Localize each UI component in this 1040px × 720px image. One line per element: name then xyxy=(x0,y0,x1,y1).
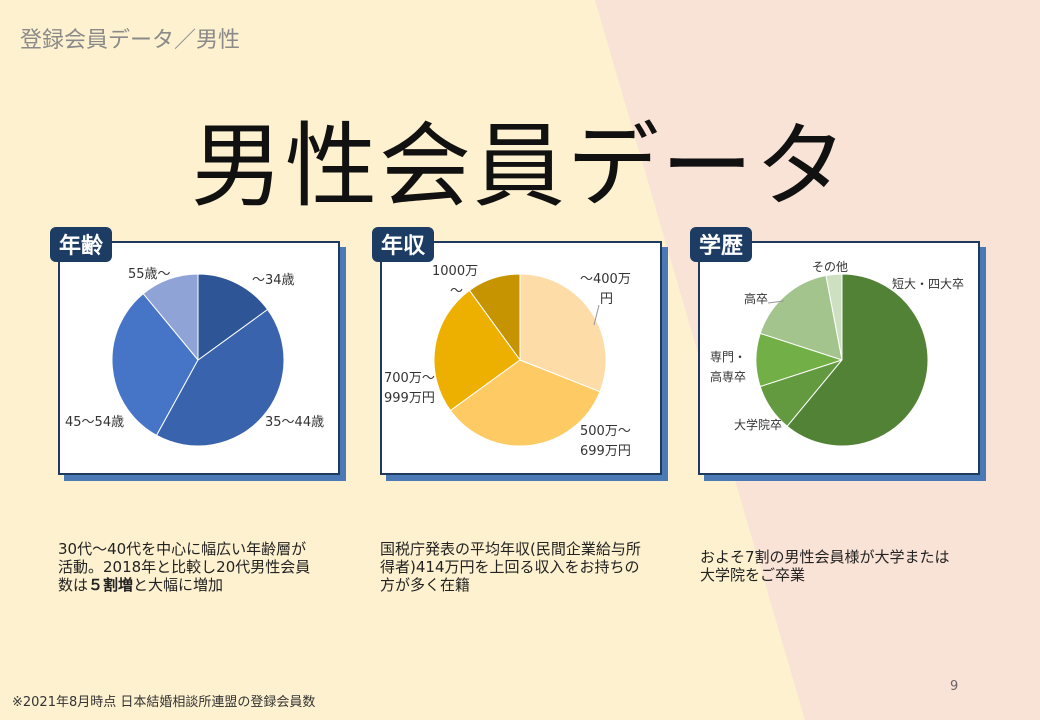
age-tag: 年齢 xyxy=(50,227,113,262)
age-desc-line1: 30代～40代を中心に幅広い年齢層が xyxy=(58,540,307,558)
age-label-over55: 55歳～ xyxy=(128,267,171,282)
education-description: およそ7割の男性会員様が大学または 大学院をご卒業 xyxy=(700,548,990,584)
income-tag: 年収 xyxy=(372,227,435,262)
footnote: ※2021年8月時点 日本結婚相談所連盟の登録会員数 xyxy=(12,695,316,710)
income-label-under400-b: 円 xyxy=(600,292,614,307)
age-desc-highlight: ５割増 xyxy=(88,576,134,594)
age-panel: 年齢 ～34歳 35～44歳 45～54歳 55歳～ xyxy=(50,227,340,475)
income-desc-line2: 得者)414万円を上回る収入をお持ちの xyxy=(380,558,640,576)
page-number: 9 xyxy=(950,679,959,694)
income-panel: 年収 ～400万 円 500万～ 699万円 700万～ 999万円 1000万… xyxy=(372,227,662,475)
education-desc-line2: 大学院をご卒業 xyxy=(700,566,806,584)
income-pie-chart xyxy=(433,273,607,447)
pie-slice-1-2 xyxy=(433,289,521,412)
age-pie-chart xyxy=(111,273,285,447)
income-label-500-699-b: 699万円 xyxy=(580,444,631,459)
income-label-700-999-b: 999万円 xyxy=(384,391,435,406)
education-panel: 学歴 短大・四大卒 大学院卒 専門・ 高専卒 高卒 その他 xyxy=(690,227,980,475)
pie-slice-2-0 xyxy=(786,273,929,447)
education-desc-line1: およそ7割の男性会員様が大学または xyxy=(700,548,950,566)
pie-slice-0-2 xyxy=(111,293,199,437)
education-label-university: 短大・四大卒 xyxy=(892,277,965,291)
education-label-other: その他 xyxy=(812,260,849,274)
age-desc-line2: 活動。2018年と比較し20代男性会員 xyxy=(58,558,311,576)
breadcrumb: 登録会員データ／男性 xyxy=(20,28,241,53)
page-title: 男性会員データ xyxy=(190,113,849,220)
income-label-500-699-a: 500万～ xyxy=(580,424,631,439)
income-label-under400-a: ～400万 xyxy=(580,272,631,287)
age-label-45-54: 45～54歳 xyxy=(65,415,125,430)
income-description: 国税庁発表の平均年収(民間企業給与所 得者)414万円を上回る収入をお持ちの 方… xyxy=(380,540,670,594)
pie-slice-2-3 xyxy=(759,274,843,361)
education-label-graduate: 大学院卒 xyxy=(734,418,783,432)
income-desc-line1: 国税庁発表の平均年収(民間企業給与所 xyxy=(380,540,641,558)
income-label-over1000-b: ～ xyxy=(450,284,464,299)
income-label-700-999-a: 700万～ xyxy=(384,371,435,386)
education-label-vocational-b: 高専卒 xyxy=(710,370,747,384)
income-desc-line3: 方が多く在籍 xyxy=(380,576,471,594)
age-desc-line3: 数は５割増と大幅に増加 xyxy=(58,576,348,594)
age-label-under34: ～34歳 xyxy=(252,273,295,288)
pie-slice-1-0 xyxy=(519,273,607,393)
pie-slice-0-1 xyxy=(155,308,285,447)
age-desc-line3c: と大幅に増加 xyxy=(133,576,224,594)
education-pie-chart xyxy=(755,273,929,447)
education-label-vocational-a: 専門・ xyxy=(710,350,747,364)
age-desc-line3a: 数は xyxy=(58,576,89,594)
education-label-highschool: 高卒 xyxy=(744,292,769,306)
education-tag: 学歴 xyxy=(690,227,753,262)
pie-slice-0-0 xyxy=(197,273,269,361)
pie-slice-1-1 xyxy=(449,359,601,447)
age-description: 30代～40代を中心に幅広い年齢層が 活動。2018年と比較し20代男性会員 数… xyxy=(58,540,348,594)
age-label-35-44: 35～44歳 xyxy=(265,415,325,430)
income-label-over1000-a: 1000万 xyxy=(432,264,479,279)
